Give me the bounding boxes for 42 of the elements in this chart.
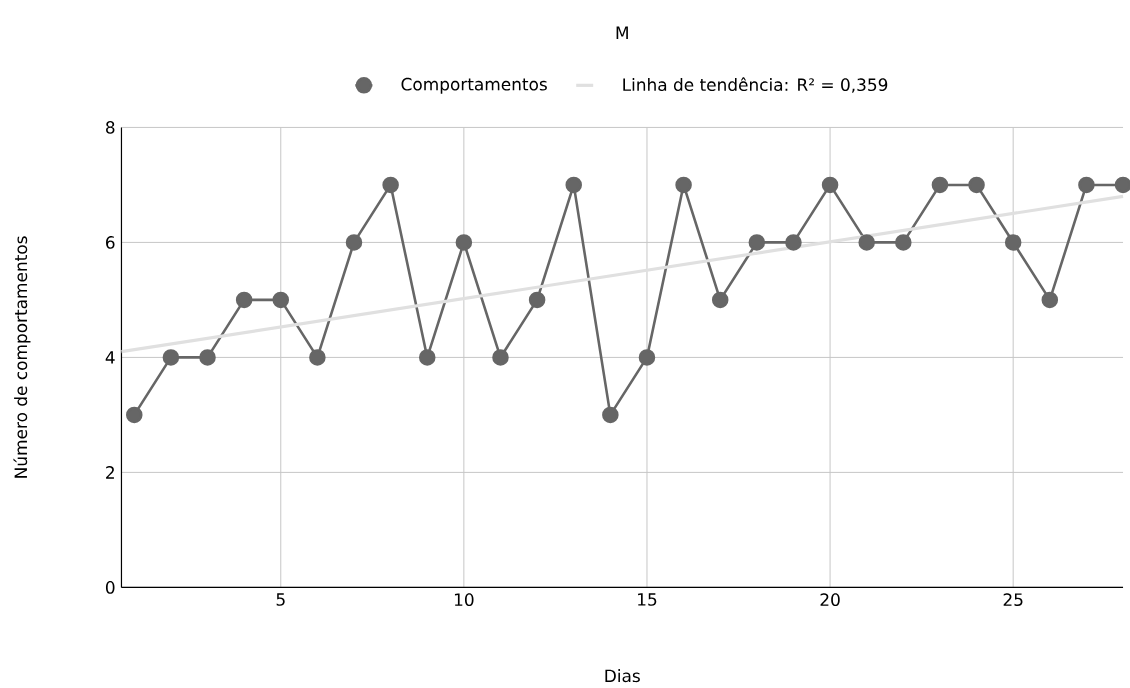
point <box>1041 291 1059 309</box>
x-tick-label: 5 <box>276 593 285 606</box>
point <box>785 234 802 251</box>
point <box>382 176 399 194</box>
x-tick-label: 15 <box>638 593 657 606</box>
point <box>968 176 985 194</box>
y-tick-label: 4 <box>105 351 115 364</box>
y-tick-label: 6 <box>106 236 115 249</box>
point <box>126 406 143 424</box>
y-tick-label: 2 <box>106 466 114 479</box>
point <box>528 291 546 309</box>
y-axis-title: Número de comportamentos <box>13 236 31 478</box>
point <box>565 176 582 194</box>
point <box>199 349 216 366</box>
point <box>675 176 692 194</box>
point <box>931 176 949 194</box>
point <box>748 234 766 251</box>
point <box>602 406 619 424</box>
point <box>711 291 729 309</box>
x-tick-label: 25 <box>1003 593 1023 607</box>
x-tick-label: 10 <box>454 593 474 607</box>
legend-label: Comportamentos <box>401 77 547 94</box>
y-tick-label: 0 <box>105 581 115 594</box>
point <box>162 349 180 366</box>
point <box>309 349 326 366</box>
point <box>821 176 839 194</box>
x-axis-title: Dias <box>605 669 640 683</box>
point <box>638 349 656 366</box>
point <box>272 291 290 309</box>
point <box>418 349 436 366</box>
point <box>858 234 875 251</box>
legend-label: Linha de tendência: R² = 0,359 <box>623 77 888 93</box>
point <box>455 234 473 251</box>
point <box>492 349 509 366</box>
chart-title: M <box>616 26 628 40</box>
y-tick-label: 8 <box>106 121 115 134</box>
point <box>1078 176 1095 194</box>
point <box>235 291 253 309</box>
point <box>895 234 912 251</box>
point <box>1004 234 1022 251</box>
point <box>345 234 363 251</box>
x-tick-label: 20 <box>820 593 840 607</box>
